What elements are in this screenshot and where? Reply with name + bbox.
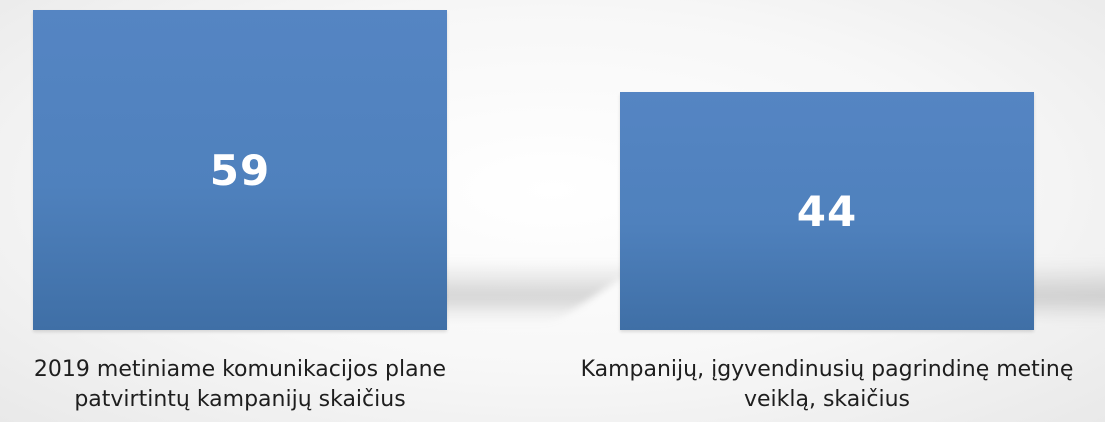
- category-label-0: 2019 metiniame komunikacijos plane patvi…: [33, 357, 447, 412]
- bar-1: 44: [620, 92, 1034, 330]
- bar-value-label-1: 44: [796, 186, 858, 236]
- bar-0: 59: [33, 10, 447, 330]
- bar-value-label-0: 59: [209, 145, 271, 195]
- category-label-1: Kampanijų, įgyvendinusių pagrindinę meti…: [580, 357, 1074, 412]
